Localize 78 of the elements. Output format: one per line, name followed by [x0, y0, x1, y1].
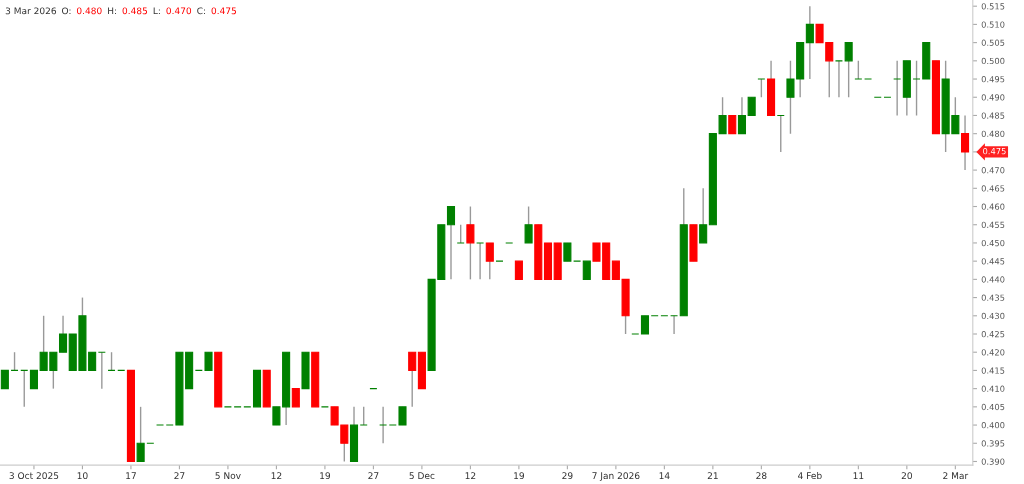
candlestick [485, 242, 494, 281]
x-tick-label: 14 [659, 472, 670, 479]
y-tick-label: 0.480 [981, 130, 1005, 137]
candlestick [408, 351, 417, 408]
candlestick [960, 114, 970, 171]
annotation: 0.475 [211, 7, 237, 15]
y-tick-label: 0.515 [981, 3, 1005, 10]
candlestick [728, 114, 737, 135]
candlestick [737, 96, 747, 135]
candlestick [398, 406, 407, 426]
candlestick [446, 205, 456, 281]
annotation: L: [153, 7, 160, 15]
x-tick-label: 12 [465, 472, 476, 479]
y-tick-label: 0.460 [981, 203, 1005, 210]
text: 0.475 [983, 148, 1006, 155]
y-tick-label: 0.495 [981, 76, 1005, 83]
y-tick-label: 0.490 [981, 94, 1005, 101]
x-tick-label: 12 [271, 472, 282, 479]
x-tick-label: 3 Oct 2025 [9, 472, 59, 480]
annotation: 0.470 [166, 7, 192, 15]
candlestick [291, 388, 300, 408]
y-tick-label: 0.405 [981, 403, 1005, 411]
candlestick [466, 205, 475, 281]
candlestick [514, 260, 523, 280]
y-tick-label: 0.510 [981, 21, 1005, 28]
x-tick-label: 27 [368, 472, 379, 479]
x-tick-label: 29 [562, 472, 573, 480]
y-tick-label: 0.410 [981, 385, 1005, 392]
y-tick-label: 0.415 [981, 367, 1005, 374]
annotation: C: [197, 7, 205, 15]
candlestick [29, 369, 38, 390]
x-tick-label: 28 [756, 472, 767, 480]
y-tick-label: 0.445 [981, 258, 1005, 265]
y-tick-label: 0.450 [981, 239, 1005, 247]
y-tick-label: 0.485 [981, 112, 1005, 119]
y-tick-label: 0.420 [981, 349, 1005, 356]
x-tick-label: 17 [126, 472, 136, 479]
annotation: 3 Mar 2026 [5, 7, 57, 15]
candlestick [747, 96, 756, 117]
y-tick-label: 0.465 [981, 185, 1005, 192]
y-tick-label: 0.390 [981, 458, 1005, 465]
y-tick-label: 0.425 [981, 330, 1005, 338]
x-tick-label: 19 [514, 472, 524, 480]
y-tick-label: 0.435 [981, 294, 1005, 301]
y-tick-label: 0.470 [981, 167, 1005, 174]
x-tick-label: 20 [901, 472, 912, 480]
annotation: H: [108, 7, 117, 15]
x-tick-label: 2 Mar [943, 472, 969, 480]
y-tick-label: 0.430 [981, 312, 1005, 320]
candlestick [699, 187, 708, 244]
y-tick-label: 0.500 [981, 57, 1005, 65]
x-tick-label: 21 [707, 472, 718, 479]
annotation: O: [62, 7, 71, 15]
x-tick-label: 7 Jan 2026 [592, 472, 640, 481]
x-tick-label: 10 [77, 472, 88, 480]
candlestick [805, 5, 814, 80]
y-tick-label: 0.395 [981, 440, 1005, 447]
candlestick [204, 351, 213, 371]
x-tick-label: 27 [174, 472, 185, 479]
y-tick-label: 0.455 [981, 221, 1005, 229]
x-tick-label: 11 [853, 472, 864, 479]
candlestick [0, 369, 9, 390]
y-tick-label: 0.440 [981, 276, 1005, 283]
x-tick-label: 5 Nov [215, 472, 241, 480]
x-tick-label: 19 [320, 472, 331, 480]
y-tick-label: 0.400 [981, 422, 1005, 429]
candlestick [640, 315, 650, 335]
candlestick [524, 205, 533, 244]
annotation: 0.480 [76, 7, 102, 15]
candlestick [563, 242, 572, 262]
candlestick [58, 315, 68, 353]
x-tick-label: 5 Dec [409, 472, 435, 480]
candlestick [582, 260, 591, 280]
candlestick [136, 406, 145, 463]
y-tick-label: 0.505 [981, 39, 1005, 46]
candlestick [844, 41, 853, 98]
x-tick-label: 4 Feb [798, 472, 822, 480]
annotation: 0.485 [122, 7, 148, 15]
